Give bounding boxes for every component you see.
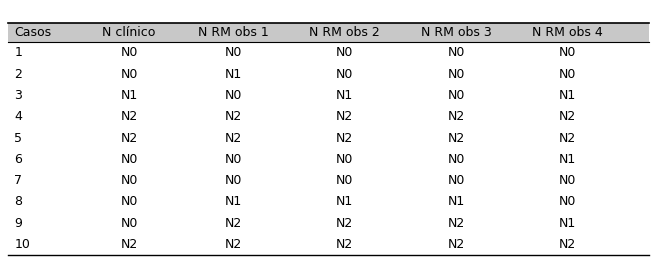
Text: N2: N2 <box>336 110 353 123</box>
Text: N1: N1 <box>336 89 353 102</box>
Text: 9: 9 <box>14 217 22 230</box>
Text: N1: N1 <box>558 153 576 166</box>
Text: 7: 7 <box>14 174 22 187</box>
Text: N0: N0 <box>225 46 242 60</box>
Text: Casos: Casos <box>14 26 52 39</box>
Text: 8: 8 <box>14 195 22 208</box>
Text: N2: N2 <box>336 238 353 251</box>
Text: N1: N1 <box>558 89 576 102</box>
Text: N2: N2 <box>336 132 353 144</box>
Text: N2: N2 <box>120 238 137 251</box>
Text: N2: N2 <box>120 110 137 123</box>
Text: N2: N2 <box>225 110 242 123</box>
Text: 10: 10 <box>14 238 30 251</box>
Text: 6: 6 <box>14 153 22 166</box>
Text: N0: N0 <box>225 89 242 102</box>
Text: N0: N0 <box>447 89 464 102</box>
Text: 3: 3 <box>14 89 22 102</box>
Text: N2: N2 <box>447 238 464 251</box>
Text: 4: 4 <box>14 110 22 123</box>
Text: N2: N2 <box>336 217 353 230</box>
Text: N0: N0 <box>120 174 138 187</box>
Text: N0: N0 <box>336 68 353 81</box>
Text: N2: N2 <box>558 110 576 123</box>
Text: N2: N2 <box>225 238 242 251</box>
Text: 1: 1 <box>14 46 22 60</box>
Text: N0: N0 <box>225 153 242 166</box>
Text: N0: N0 <box>336 46 353 60</box>
Text: N1: N1 <box>447 195 464 208</box>
Text: N1: N1 <box>120 89 137 102</box>
Text: N0: N0 <box>225 174 242 187</box>
Text: N1: N1 <box>225 195 242 208</box>
Text: N0: N0 <box>120 153 138 166</box>
Text: N RM obs 4: N RM obs 4 <box>532 26 602 39</box>
Text: N2: N2 <box>447 110 464 123</box>
Text: N2: N2 <box>225 132 242 144</box>
Text: 5: 5 <box>14 132 22 144</box>
Text: N0: N0 <box>120 46 138 60</box>
Text: N0: N0 <box>447 174 464 187</box>
Bar <box>8 22 649 42</box>
Text: N0: N0 <box>558 174 576 187</box>
Text: N0: N0 <box>120 68 138 81</box>
Text: N1: N1 <box>558 217 576 230</box>
Text: N0: N0 <box>120 195 138 208</box>
Text: N2: N2 <box>120 132 137 144</box>
Text: N0: N0 <box>120 217 138 230</box>
Text: 2: 2 <box>14 68 22 81</box>
Text: N2: N2 <box>447 132 464 144</box>
Text: N0: N0 <box>558 68 576 81</box>
Text: N0: N0 <box>447 46 464 60</box>
Text: N RM obs 2: N RM obs 2 <box>309 26 380 39</box>
Text: N clínico: N clínico <box>102 26 156 39</box>
Text: N0: N0 <box>447 68 464 81</box>
Text: N2: N2 <box>558 238 576 251</box>
Text: N1: N1 <box>225 68 242 81</box>
Text: N2: N2 <box>225 217 242 230</box>
Text: N RM obs 1: N RM obs 1 <box>198 26 269 39</box>
Text: N2: N2 <box>558 132 576 144</box>
Text: N0: N0 <box>558 46 576 60</box>
Text: N0: N0 <box>336 153 353 166</box>
Text: N0: N0 <box>558 195 576 208</box>
Text: N0: N0 <box>336 174 353 187</box>
Text: N RM obs 3: N RM obs 3 <box>420 26 491 39</box>
Text: N2: N2 <box>447 217 464 230</box>
Text: N0: N0 <box>447 153 464 166</box>
Text: N1: N1 <box>336 195 353 208</box>
